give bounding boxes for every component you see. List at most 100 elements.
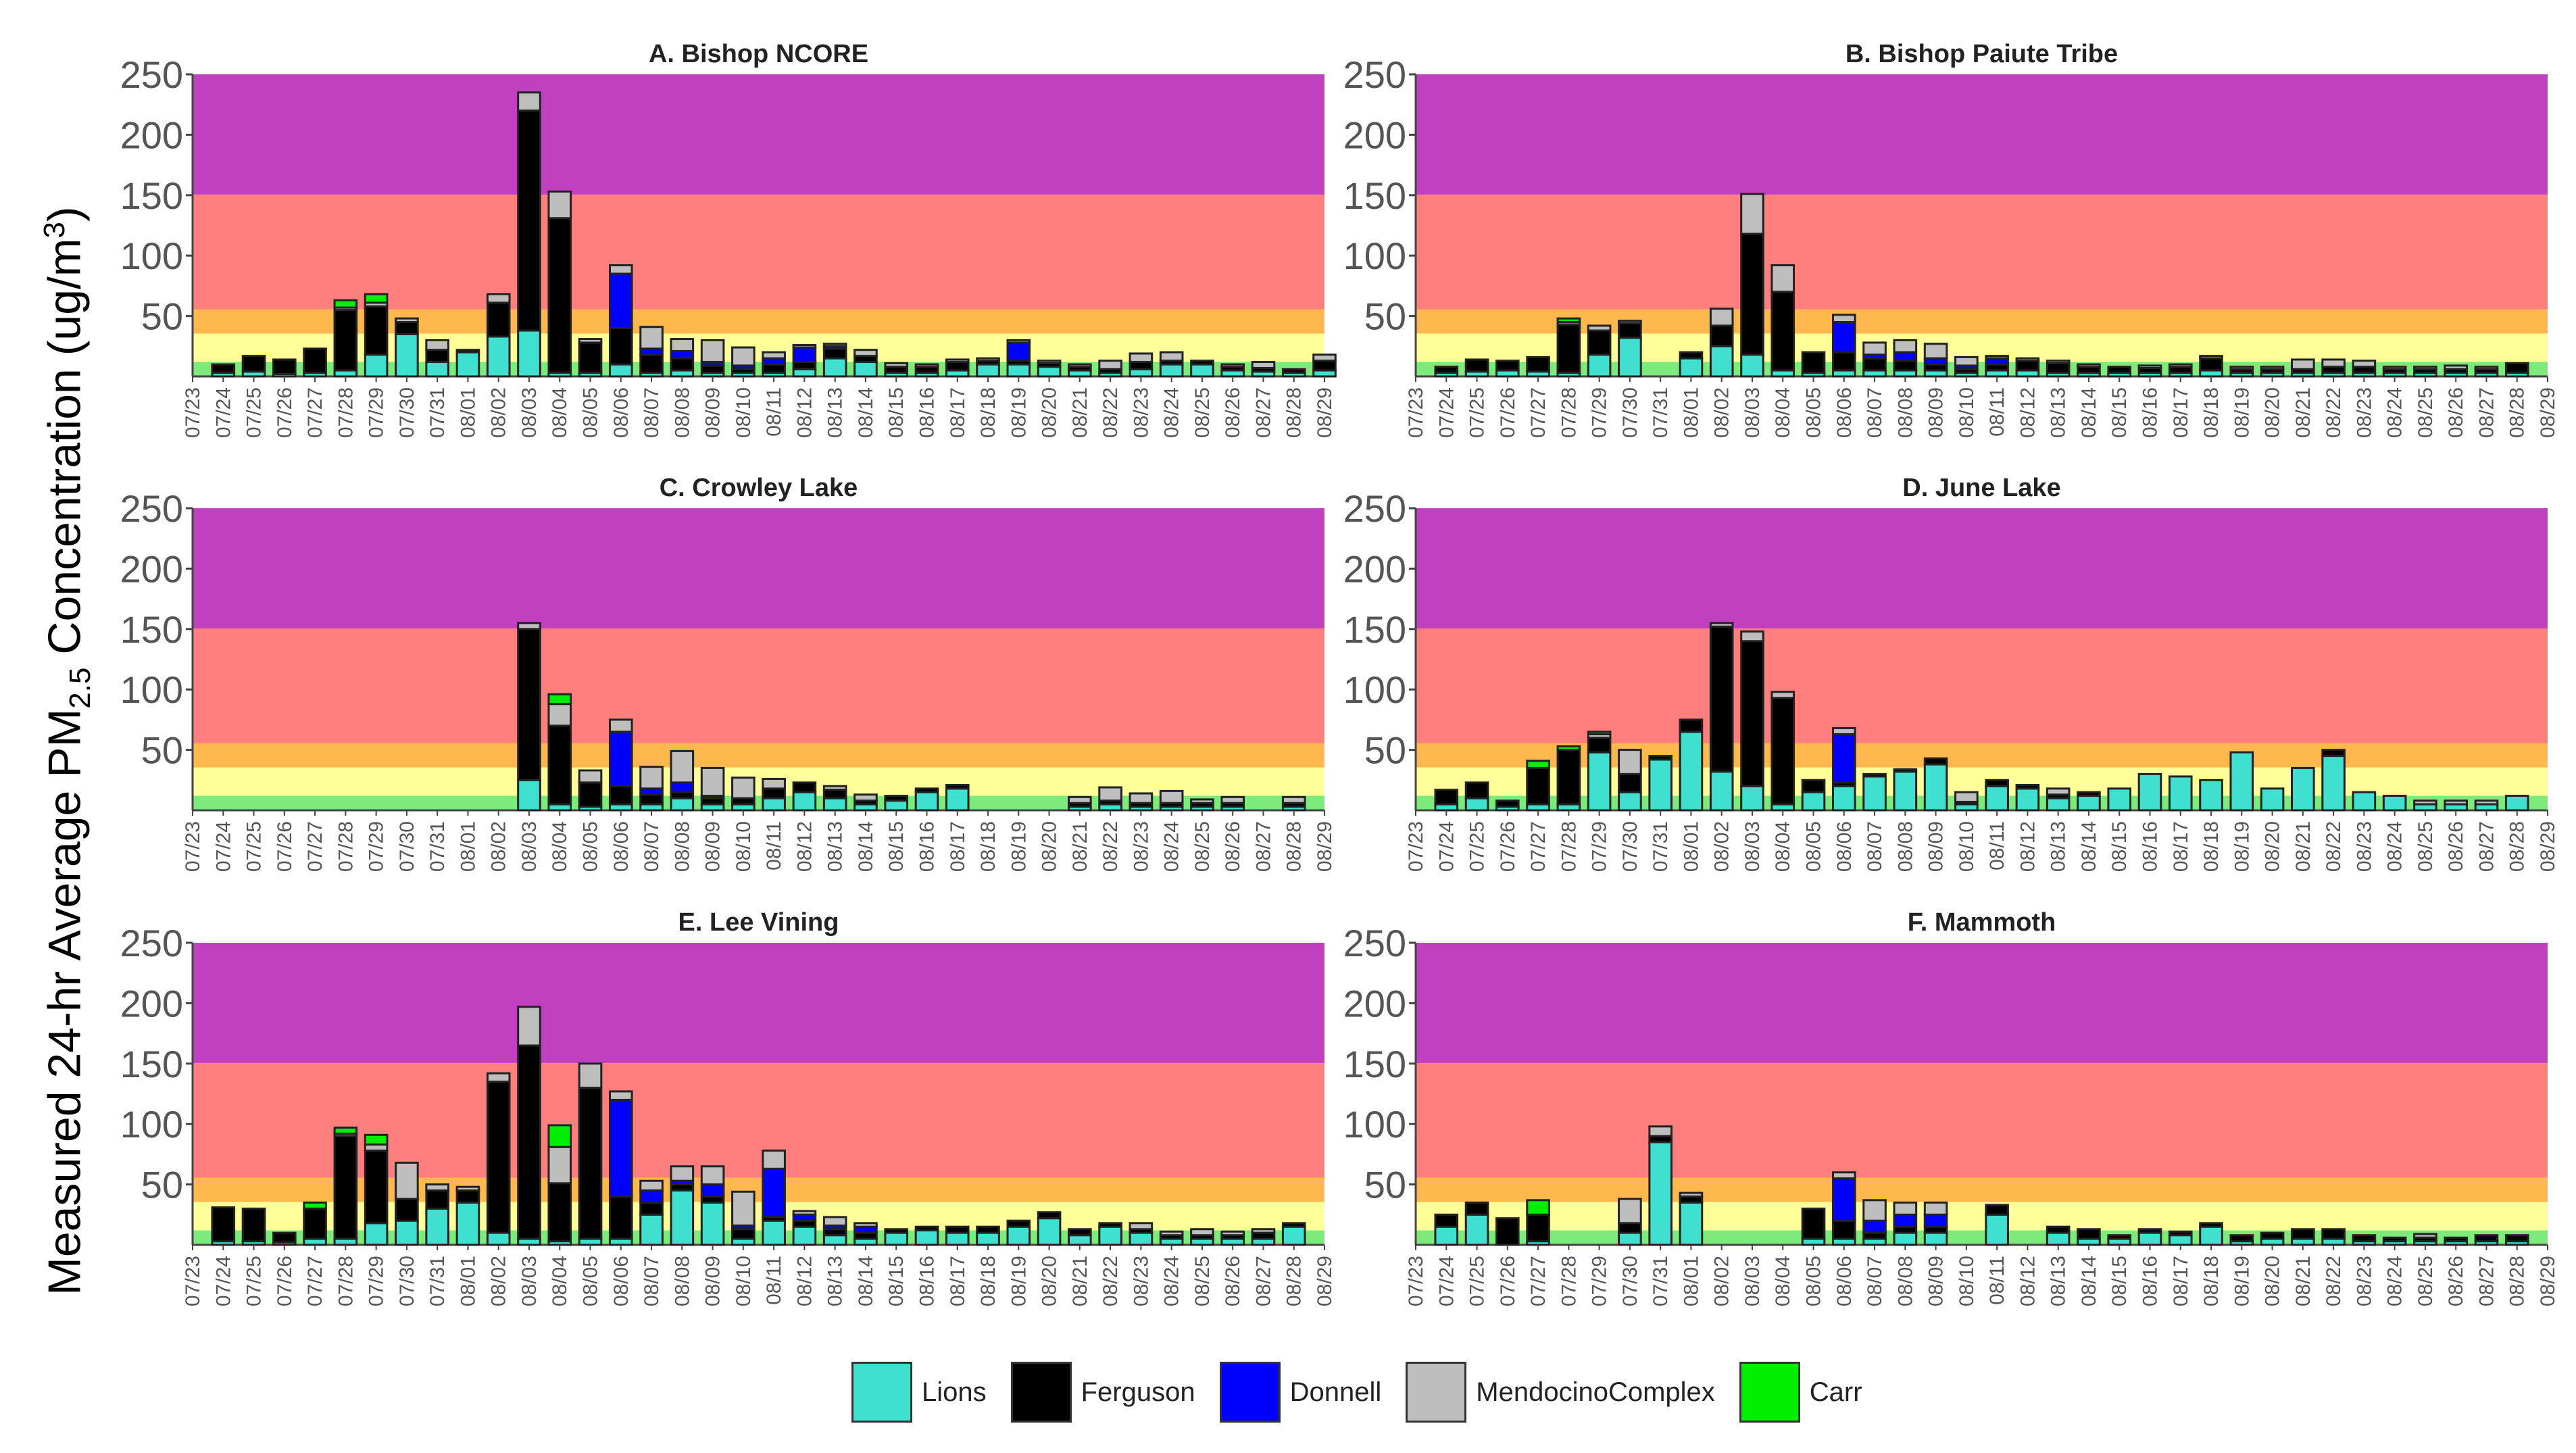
bar-lions-08-13 [2046,797,2071,812]
bar-donnell-08-09 [700,1183,725,1198]
bar-lions-08-12 [792,368,817,378]
aqi-good-band [193,362,1324,376]
x-tick-label: 08/01 [1680,1256,1702,1306]
x-tick-label: 08/13 [824,387,847,438]
bar-lions-08-17 [945,787,970,812]
bar-ferguson-08-20 [2260,1231,2285,1240]
x-tick-label: 08/21 [1069,821,1091,872]
x-tick-label: 08/16 [2139,1256,2161,1306]
bar-mendocinocomplex-08-04 [1770,691,1795,699]
bar-lions-08-02 [1709,345,1734,378]
bar-ferguson-07-25 [1464,358,1489,373]
x-tick-label: 08/25 [2414,387,2437,438]
bar-mendocinocomplex-08-02 [486,293,511,304]
x-tick-label: 07/23 [1405,387,1427,438]
bar-ferguson-08-13 [2046,1225,2071,1234]
bar-ferguson-08-09 [700,364,725,374]
y-tick-label: 50 [1364,1164,1406,1206]
x-tick-label: 08/13 [2048,1256,2070,1306]
x-tick-label: 08/14 [2078,1256,2100,1306]
bar-mendocinocomplex-08-02 [1709,307,1734,327]
y-tick-label: 100 [1343,668,1406,711]
bar-lions-08-12 [792,791,817,812]
bar-ferguson-08-24 [2382,1236,2407,1243]
bar-carr-07-28 [1556,317,1581,324]
legend-label-donnell: Donnell [1289,1377,1382,1407]
bar-ferguson-08-19 [1006,1219,1031,1228]
bar-mendocinocomplex-08-14 [853,1222,878,1228]
bar-ferguson-07-30 [1618,1222,1642,1234]
bar-lions-08-15 [2107,787,2132,812]
bar-mendocinocomplex-08-06 [1831,726,1856,735]
bar-ferguson-07-26 [1495,1217,1520,1246]
x-tick-label: 08/21 [2292,1256,2314,1306]
bar-mendocinocomplex-08-14 [2077,363,2101,368]
bar-mendocinocomplex-08-10 [731,777,756,799]
bar-ferguson-08-23 [1129,361,1154,370]
x-tick-label: 08/16 [916,821,938,872]
x-tick-label: 07/23 [182,387,204,438]
y-axis-label-mid: Concentration (ug/m [39,238,91,668]
x-tick-label: 08/01 [457,821,479,872]
bar-mendocinocomplex-08-24 [1159,351,1184,362]
bar-mendocinocomplex-08-15 [884,362,909,368]
legend-swatch-lions [851,1362,912,1423]
x-tick-label: 07/27 [304,821,326,872]
x-tick-label: 07/26 [274,387,296,438]
bar-ferguson-07-31 [1648,755,1673,761]
bar-ferguson-08-05 [578,781,603,808]
bar-mendocinocomplex-08-23 [2352,360,2377,368]
bar-ferguson-07-30 [1618,772,1642,793]
legend-swatch-donnell [1219,1362,1281,1423]
x-tick-label: 08/17 [2170,1256,2192,1306]
bar-lions-08-17 [2168,775,2193,812]
aqi-very-unhealthy-band [1416,74,2548,195]
bar-ferguson-08-01 [455,1189,480,1204]
bar-lions-07-29 [1587,751,1612,812]
bar-ferguson-08-21 [1068,1228,1092,1237]
bar-mendocinocomplex-08-16 [914,363,939,368]
y-tick-label: 150 [120,174,183,217]
bar-lions-07-31 [1648,758,1673,812]
y-tick-label: 100 [1343,1103,1406,1146]
chart-panel-1: A. Bishop NCORE 50 100 150 200 250 07/23 07/24 0… [120,40,1337,438]
bar-ferguson-07-28 [1556,323,1581,374]
bar-ferguson-08-05 [1801,351,1826,374]
x-tick-label: 08/09 [702,821,724,872]
bar-mendocinocomplex-08-22 [2321,358,2346,368]
bar-mendocinocomplex-08-26 [1220,795,1245,804]
bar-mendocinocomplex-08-09 [1923,1201,1948,1216]
bar-lions-08-16 [2137,772,2162,812]
x-tick-label: 08/27 [1252,821,1274,872]
x-tick-label: 08/19 [2231,1256,2253,1306]
panel-title: A. Bishop NCORE [649,40,868,68]
x-tick-label: 08/29 [2537,821,2559,872]
x-tick-label: 08/24 [1161,387,1183,438]
x-tick-label: 08/10 [733,821,755,872]
bar-mendocinocomplex-08-02 [1709,622,1734,628]
bar-ferguson-07-27 [1526,355,1550,373]
x-tick-label: 08/29 [2537,1256,2559,1306]
x-tick-label: 08/23 [1130,821,1152,872]
chart-panel-3: C. Crowley Lake 50 100 150 200 250 07/23 07/24 0… [120,474,1336,872]
x-tick-label: 08/19 [2231,387,2253,438]
x-tick-label: 08/19 [1008,821,1030,872]
bar-mendocinocomplex-08-11 [1985,355,2009,360]
bar-ferguson-08-09 [1923,757,1948,766]
y-tick-label: 100 [120,668,183,711]
x-tick-label: 08/01 [1680,387,1702,438]
bar-ferguson-08-12 [2015,360,2040,372]
bar-lions-08-25 [1190,363,1214,378]
x-tick-label: 08/15 [2108,387,2131,438]
bar-mendocinocomplex-08-03 [1740,630,1764,643]
x-tick-label: 07/27 [304,1256,326,1306]
bar-lions-08-09 [1923,763,1948,812]
x-tick-label: 08/23 [2353,387,2375,438]
bar-mendocinocomplex-08-01 [1679,1191,1704,1198]
bar-mendocinocomplex-08-07 [1862,1199,1887,1222]
bar-lions-08-28 [2504,795,2529,812]
y-tick-label: 200 [1343,547,1406,590]
aqi-unhealthy-band [193,194,1324,310]
bar-mendocinocomplex-08-25 [2413,366,2437,370]
bar-donnell-08-08 [1893,1213,1918,1228]
